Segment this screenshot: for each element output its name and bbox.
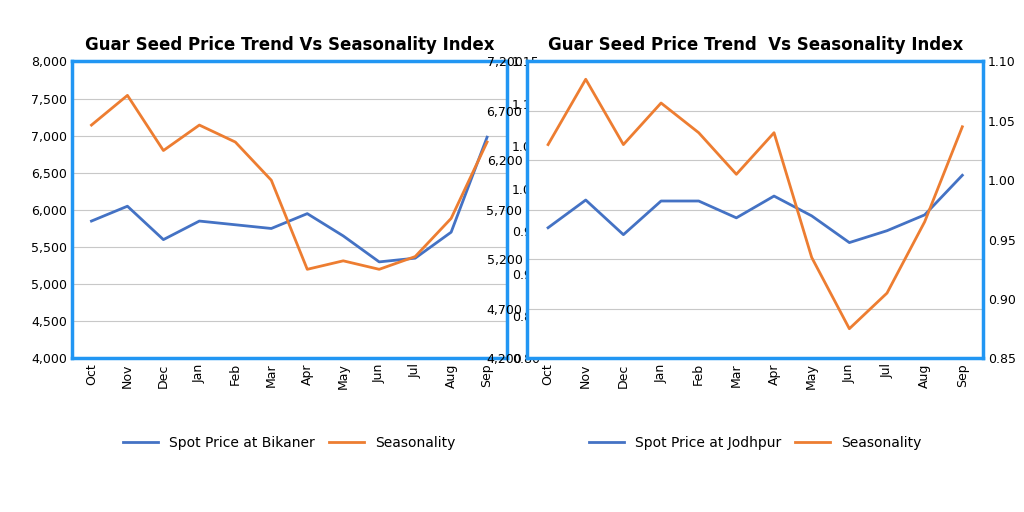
- Title: Guar Seed Price Trend Vs Seasonality Index: Guar Seed Price Trend Vs Seasonality Ind…: [85, 36, 494, 54]
- Legend: Spot Price at Jodhpur, Seasonality: Spot Price at Jodhpur, Seasonality: [584, 431, 927, 456]
- Legend: Spot Price at Bikaner, Seasonality: Spot Price at Bikaner, Seasonality: [118, 431, 461, 456]
- Title: Guar Seed Price Trend  Vs Seasonality Index: Guar Seed Price Trend Vs Seasonality Ind…: [548, 36, 963, 54]
